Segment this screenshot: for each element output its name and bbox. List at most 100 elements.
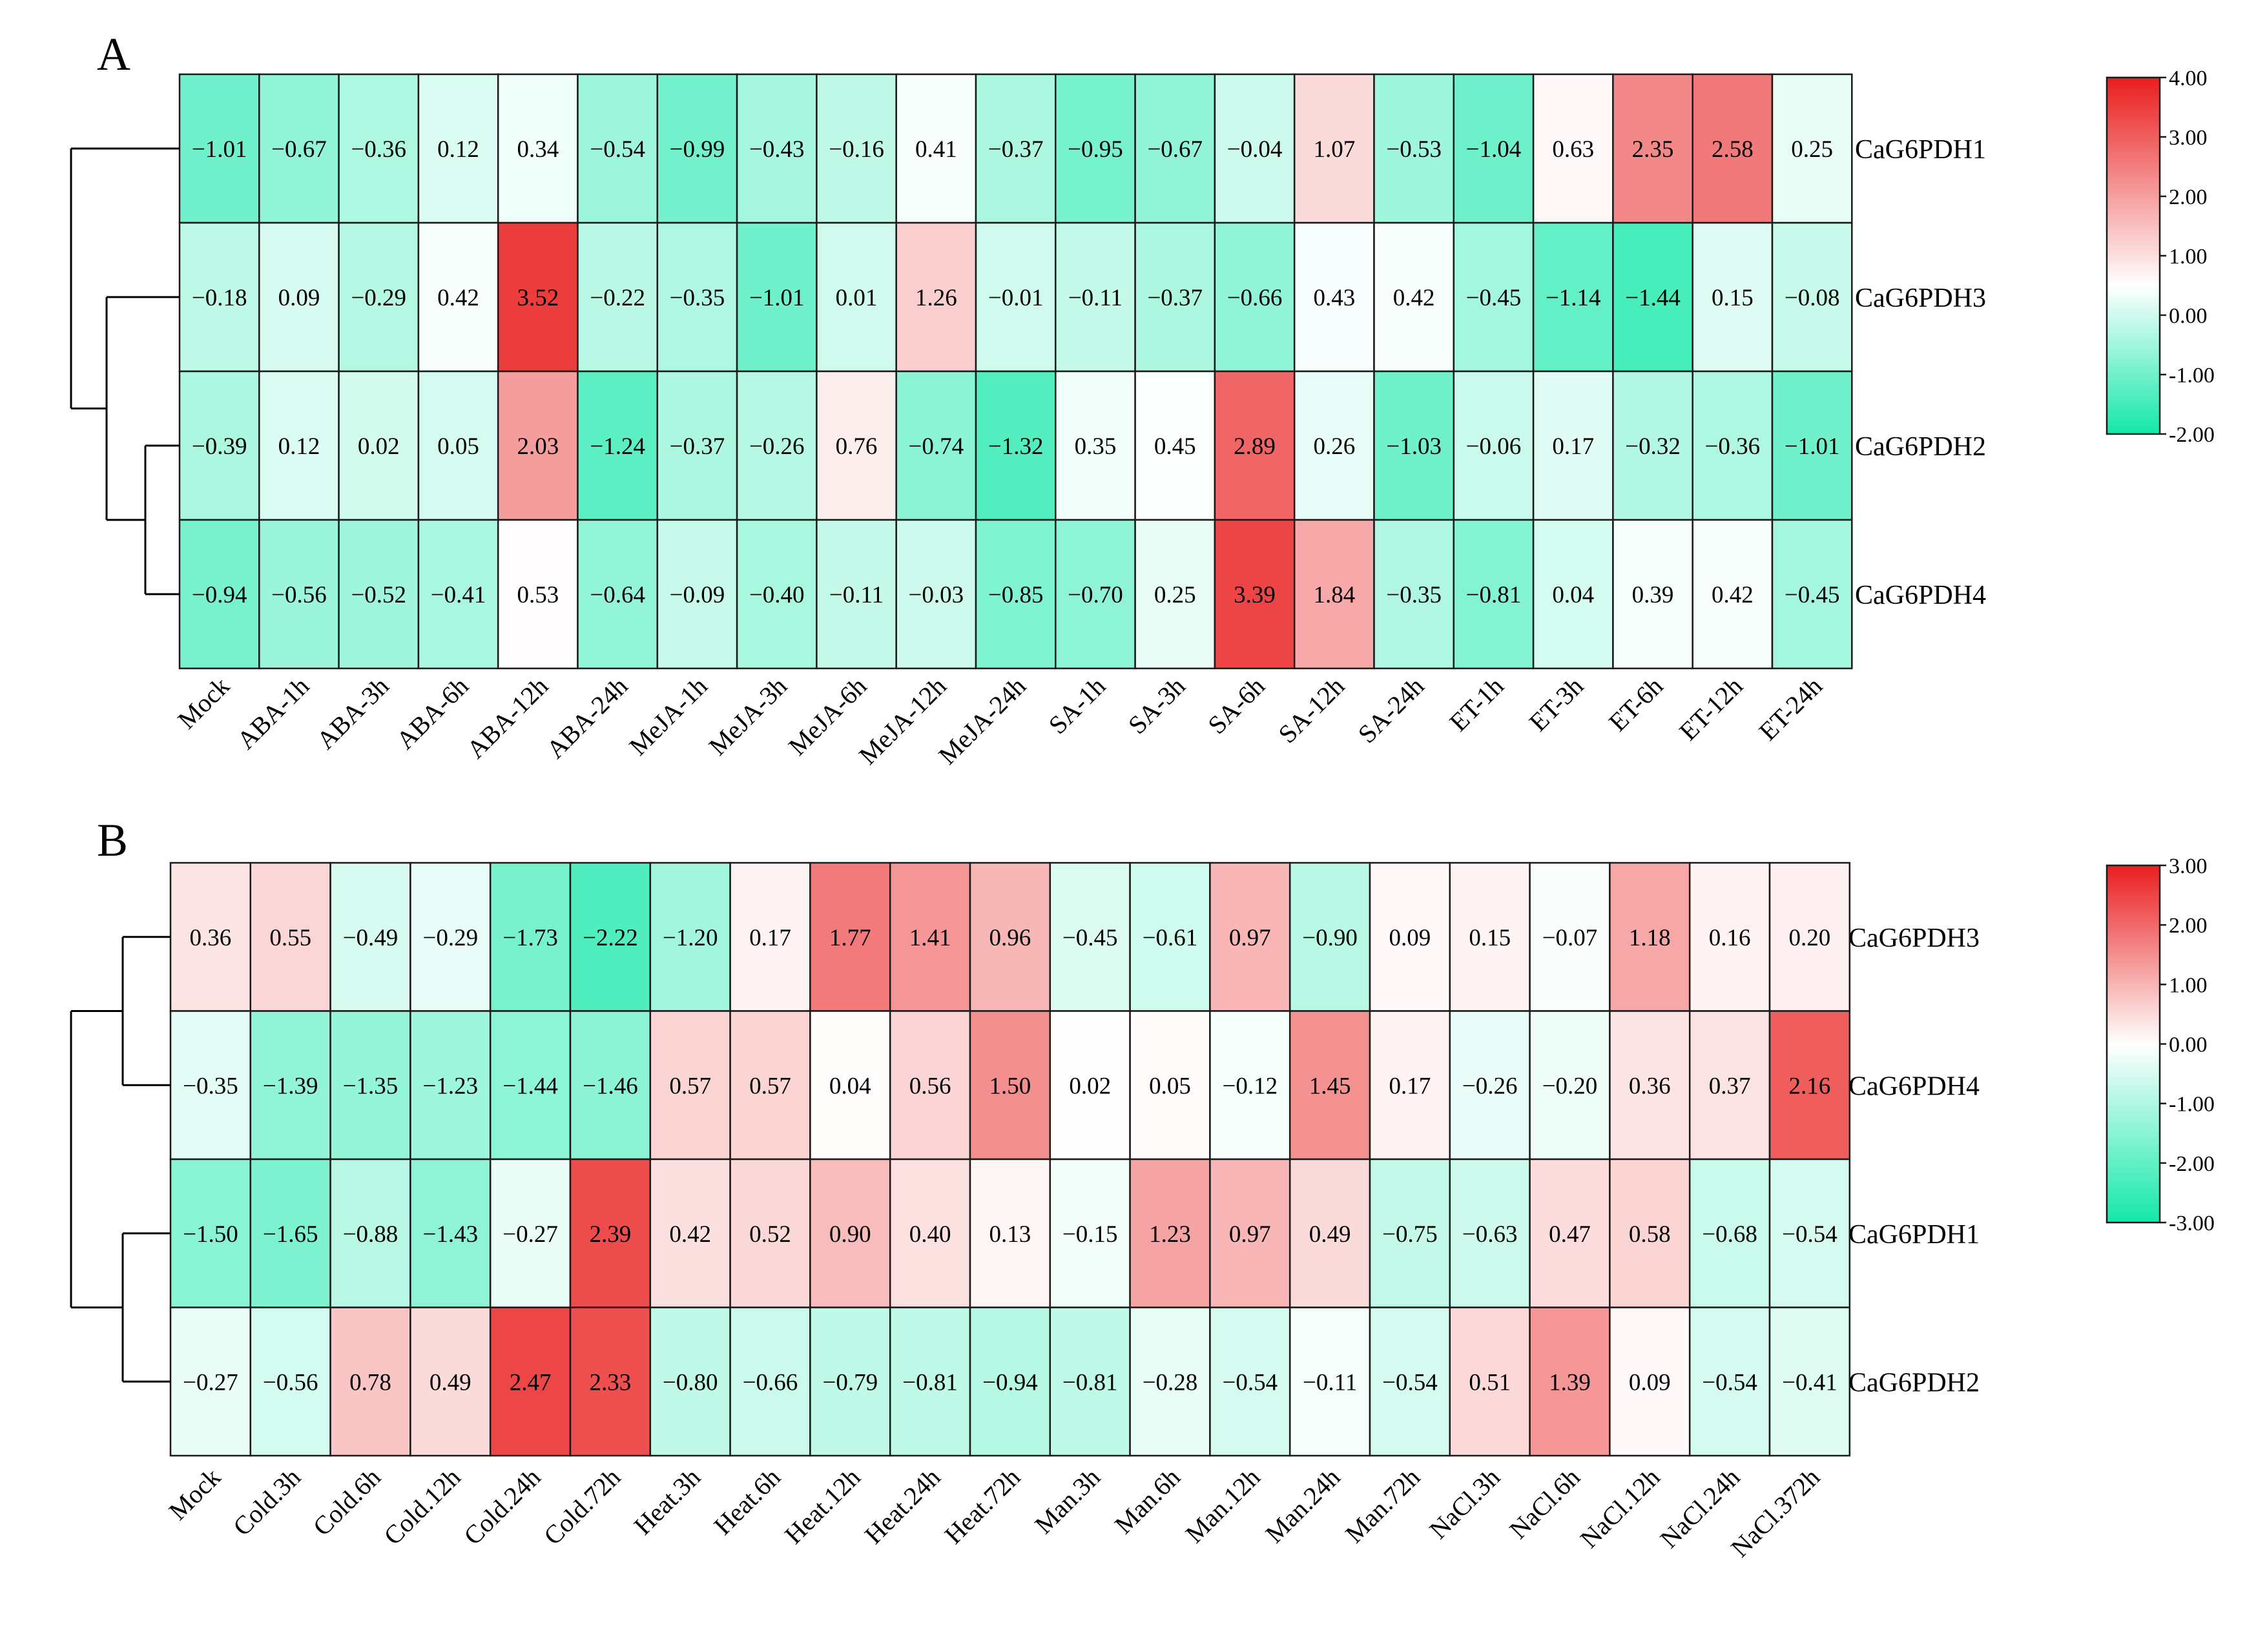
- heatmap-cell: [1688, 1010, 1771, 1161]
- cell-value-label: 0.05: [1149, 1073, 1191, 1099]
- cell-value-label: −0.37: [988, 136, 1044, 163]
- heatmap-cell: [1055, 519, 1136, 670]
- heatmap-cell: [1449, 862, 1531, 1012]
- cell-value-label: 0.42: [437, 285, 479, 311]
- cell-value-label: 0.78: [349, 1369, 391, 1396]
- column-label: NaCl.12h: [1575, 1463, 1666, 1554]
- heatmap-cell: [1049, 1010, 1131, 1161]
- heatmap-cell: [497, 519, 579, 670]
- heatmap-cell: [1055, 370, 1136, 521]
- cell-value-label: −1.01: [1785, 433, 1840, 460]
- cell-value-label: −0.81: [1062, 1369, 1118, 1396]
- column-label: Cold.3h: [227, 1463, 306, 1542]
- heatmap-cell: [1209, 1158, 1291, 1308]
- cell-value-label: 0.15: [1712, 285, 1754, 311]
- heatmap-cell: [1612, 519, 1693, 670]
- color-legend-bar: [2106, 76, 2161, 435]
- cell-value-label: −0.32: [1625, 433, 1681, 460]
- cell-value-label: −0.27: [183, 1369, 238, 1396]
- cell-value-label: 2.47: [510, 1369, 552, 1396]
- cell-value-label: −1.01: [192, 136, 247, 163]
- legend-tick-label: -1.00: [2169, 1093, 2215, 1117]
- cell-value-label: −0.52: [351, 582, 406, 608]
- heatmap-cell: [969, 1010, 1051, 1161]
- cell-value-label: 1.23: [1149, 1221, 1191, 1248]
- cell-value-label: 3.52: [517, 285, 559, 311]
- column-label: Man.12h: [1179, 1463, 1265, 1549]
- cell-value-label: 0.25: [1154, 582, 1196, 608]
- column-label: SA-24h: [1352, 672, 1430, 749]
- heatmap-cell: [489, 862, 572, 1012]
- heatmap-cell: [489, 1306, 572, 1457]
- heatmap-cell: [258, 73, 340, 224]
- column-label: SA-12h: [1272, 672, 1350, 749]
- heatmap-cell: [1529, 1306, 1611, 1457]
- cell-value-label: −0.54: [1222, 1369, 1278, 1396]
- column-label: Man.72h: [1340, 1463, 1425, 1549]
- cell-value-label: 0.76: [836, 433, 878, 460]
- heatmap-cell: [729, 1306, 811, 1457]
- cell-value-label: −0.27: [502, 1221, 558, 1248]
- column-label: SA-1h: [1043, 672, 1112, 740]
- heatmap-cell: [169, 1158, 252, 1308]
- heatmap-cell: [1449, 1158, 1531, 1308]
- row-label: CaG6PDH1: [1855, 135, 1986, 165]
- heatmap-cell: [338, 370, 420, 521]
- heatmap-cell: [1771, 73, 1853, 224]
- row-label: CaG6PDH2: [1855, 432, 1986, 462]
- heatmap-cell: [1369, 862, 1451, 1012]
- cell-value-label: 1.50: [989, 1073, 1031, 1099]
- cell-value-label: −0.66: [1227, 285, 1283, 311]
- row-label: CaG6PDH3: [1848, 924, 1980, 953]
- legend-tick-label: 3.00: [2169, 854, 2208, 878]
- cell-value-label: 2.39: [590, 1221, 632, 1248]
- legend-tick-label: 2.00: [2169, 185, 2208, 209]
- cell-value-label: −0.36: [1705, 433, 1761, 460]
- cell-value-label: −1.39: [263, 1073, 318, 1099]
- cell-value-label: 0.90: [829, 1221, 871, 1248]
- heatmap-cell: [409, 1158, 492, 1308]
- heatmap-cell: [1529, 862, 1611, 1012]
- heatmap-cell: [1529, 1010, 1611, 1161]
- cell-value-label: 0.16: [1709, 925, 1751, 951]
- cell-value-label: 0.17: [1552, 433, 1594, 460]
- cell-value-label: −1.50: [183, 1221, 238, 1248]
- column-label: Heat.3h: [628, 1463, 706, 1541]
- cell-value-label: −0.99: [670, 136, 725, 163]
- cell-value-label: −0.03: [909, 582, 964, 608]
- cell-value-label: −0.70: [1068, 582, 1123, 608]
- heatmap-cell: [1209, 1306, 1291, 1457]
- row-label: CaG6PDH2: [1848, 1368, 1980, 1398]
- cell-value-label: −1.24: [590, 433, 645, 460]
- legend-tick-label: 0.00: [2169, 1033, 2208, 1057]
- cell-value-label: −0.40: [749, 582, 805, 608]
- heatmap-cell: [577, 370, 659, 521]
- cell-value-label: −0.94: [982, 1369, 1038, 1396]
- cell-value-label: −1.46: [583, 1073, 638, 1099]
- cell-value-label: 0.47: [1549, 1221, 1591, 1248]
- heatmap-cell: [569, 1306, 652, 1457]
- column-label: MeJA-12h: [853, 672, 952, 770]
- row-label: CaG6PDH4: [1855, 581, 1986, 610]
- cell-value-label: 2.58: [1712, 136, 1754, 163]
- cell-value-label: −0.37: [1147, 285, 1203, 311]
- column-label: MeJA-3h: [703, 672, 792, 761]
- cell-value-label: −0.11: [1068, 285, 1123, 311]
- heatmap-cell: [249, 1306, 331, 1457]
- column-label: Man.24h: [1259, 1463, 1345, 1549]
- cell-value-label: −0.49: [343, 925, 399, 951]
- cell-value-label: −0.22: [590, 285, 645, 311]
- heatmap-cell: [409, 1010, 492, 1161]
- heatmap-cell: [1049, 862, 1131, 1012]
- heatmap-cell: [249, 1158, 331, 1308]
- heatmap-cell: [1692, 73, 1774, 224]
- heatmap-cell: [649, 862, 731, 1012]
- cell-value-label: −1.35: [343, 1073, 399, 1099]
- column-label: NaCl.3h: [1423, 1463, 1506, 1545]
- cell-value-label: 0.51: [1469, 1369, 1511, 1396]
- cell-value-label: −0.28: [1143, 1369, 1198, 1396]
- cell-value-label: −0.81: [902, 1369, 958, 1396]
- cell-value-label: 0.17: [1389, 1073, 1431, 1099]
- cell-value-label: 0.49: [430, 1369, 471, 1396]
- heatmap-cell: [1453, 222, 1535, 373]
